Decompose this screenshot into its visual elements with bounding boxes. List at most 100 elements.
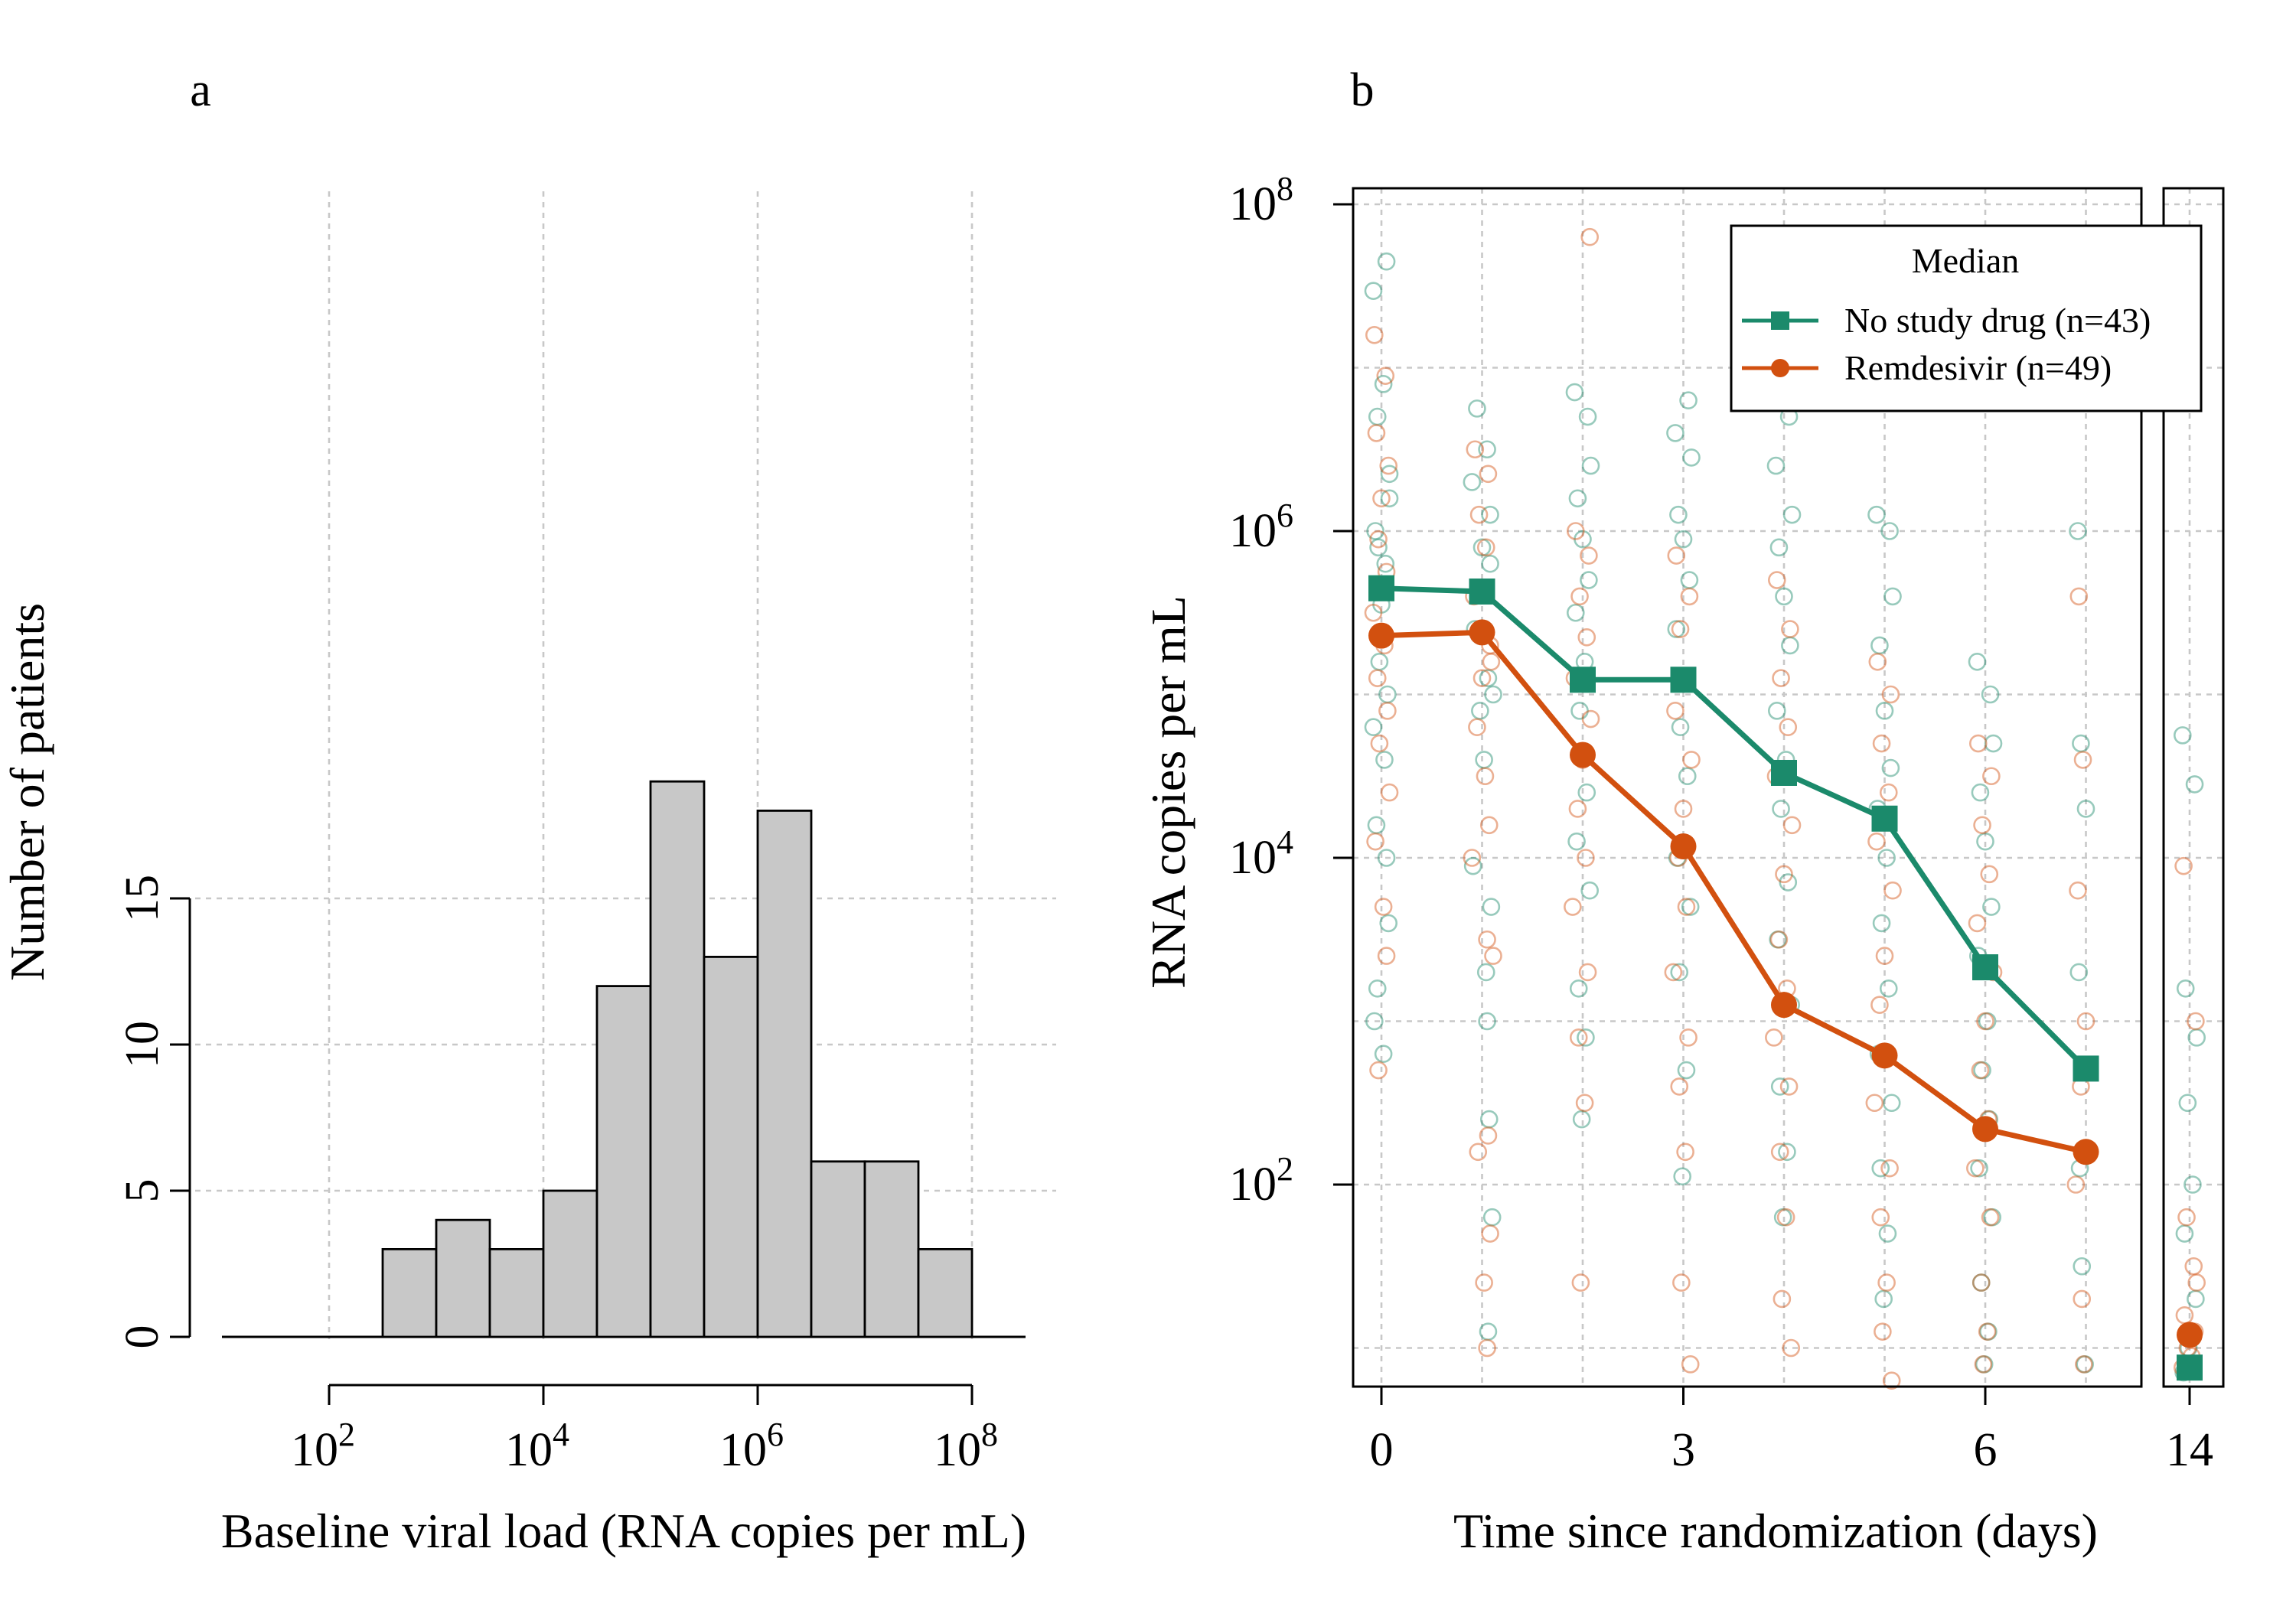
panel-b-x-tick-label: 14	[2166, 1424, 2213, 1476]
data-point-remdesivir	[1767, 571, 1786, 589]
data-point-remdesivir	[1482, 652, 1501, 671]
data-point-remdesivir	[1366, 832, 1384, 851]
histogram-bar	[595, 985, 652, 1338]
data-point-no-study-drug	[1578, 407, 1597, 426]
data-point-remdesivir	[1879, 783, 1898, 802]
data-point-remdesivir	[1476, 767, 1495, 786]
data-point-no-study-drug	[1375, 751, 1394, 769]
data-point-no-study-drug	[1567, 832, 1586, 851]
median-marker-no-study-drug	[1570, 667, 1596, 693]
data-point-remdesivir	[1881, 685, 1900, 704]
data-point-no-study-drug	[1374, 1045, 1393, 1063]
data-point-remdesivir	[2073, 751, 2092, 769]
data-point-remdesivir	[1469, 1143, 1488, 1162]
median-marker-no-study-drug	[2073, 1055, 2099, 1082]
data-point-no-study-drug	[1569, 980, 1588, 998]
data-point-no-study-drug	[1867, 505, 1886, 524]
data-point-remdesivir	[1681, 1355, 1700, 1374]
data-point-remdesivir	[1566, 522, 1585, 540]
data-point-no-study-drug	[1380, 464, 1399, 484]
panel-b-x-tick-label: 3	[1671, 1424, 1695, 1476]
data-point-remdesivir	[1883, 881, 1902, 900]
data-point-remdesivir	[1779, 1077, 1799, 1096]
panel-a-x-axis-title: Baseline viral load (RNA copies per mL)	[221, 1504, 1026, 1558]
data-point-no-study-drug	[1983, 1208, 2002, 1227]
data-point-remdesivir	[1666, 702, 1684, 720]
data-point-remdesivir	[1473, 669, 1492, 687]
data-point-no-study-drug	[1667, 620, 1686, 638]
data-point-no-study-drug	[1976, 832, 1994, 851]
median-marker-remdesivir	[1771, 992, 1797, 1019]
data-point-remdesivir	[1772, 669, 1790, 687]
data-point-no-study-drug	[1379, 914, 1398, 933]
data-point-no-study-drug	[1680, 571, 1699, 589]
data-point-remdesivir	[1479, 816, 1499, 835]
data-point-no-study-drug	[1374, 375, 1393, 393]
data-point-remdesivir	[1875, 947, 1894, 965]
data-point-remdesivir	[1571, 1273, 1590, 1292]
histogram-bar	[703, 956, 759, 1338]
median-marker-no-study-drug	[1469, 578, 1495, 605]
data-point-no-study-drug	[1677, 1061, 1696, 1080]
data-point-remdesivir	[1976, 1012, 1994, 1031]
data-point-no-study-drug	[1369, 538, 1388, 557]
data-point-no-study-drug	[1367, 816, 1386, 835]
data-point-no-study-drug	[1376, 554, 1395, 573]
data-point-no-study-drug	[1767, 702, 1786, 720]
data-point-remdesivir	[1966, 1159, 1985, 1178]
data-point-no-study-drug	[2183, 1175, 2202, 1194]
panel-b-gridlines	[1353, 188, 2223, 1387]
data-point-no-study-drug	[1978, 1012, 1997, 1031]
data-point-no-study-drug	[1368, 407, 1387, 426]
data-point-remdesivir	[1377, 947, 1396, 965]
data-point-remdesivir	[1781, 620, 1799, 638]
data-point-remdesivir	[1580, 227, 1600, 246]
median-marker-remdesivir	[1871, 1042, 1898, 1069]
data-point-no-study-drug	[1872, 914, 1891, 933]
data-point-no-study-drug	[1874, 1289, 1893, 1309]
data-point-no-study-drug	[1769, 538, 1789, 557]
data-point-remdesivir	[1581, 709, 1600, 729]
data-point-no-study-drug	[1870, 636, 1889, 655]
panel-b-axes: 102 104 106 108 0 3 6 14	[1229, 170, 2225, 1476]
data-point-remdesivir	[1577, 849, 1595, 867]
data-point-no-study-drug	[1971, 783, 1990, 802]
data-point-remdesivir	[1674, 800, 1693, 818]
panel-a-y-tick-label: 10	[116, 1021, 168, 1068]
median-marker-remdesivir	[2073, 1139, 2099, 1165]
data-point-no-study-drug	[2185, 775, 2204, 794]
data-point-remdesivir	[1877, 1273, 1896, 1292]
data-point-no-study-drug	[1471, 702, 1489, 720]
panel-b-legend: Median No study drug (n=43) Remdesivir (n=…	[1730, 224, 2203, 412]
data-point-remdesivir	[1378, 702, 1397, 720]
data-point-no-study-drug	[1766, 456, 1786, 475]
data-point-remdesivir	[1676, 1143, 1694, 1162]
panel-b-y-tick-label: 108	[1229, 170, 1293, 230]
data-point-no-study-drug	[1565, 383, 1584, 402]
histogram-bar	[488, 1248, 545, 1338]
data-point-remdesivir	[1867, 832, 1886, 851]
data-point-no-study-drug	[1568, 489, 1587, 508]
panel-b-median-lines	[1368, 575, 2203, 1381]
data-point-no-study-drug	[1772, 800, 1790, 818]
data-point-remdesivir	[1672, 1273, 1691, 1292]
histogram-bar	[917, 1248, 974, 1338]
median-marker-remdesivir	[1368, 622, 1394, 649]
median-marker-no-study-drug	[2177, 1354, 2203, 1381]
panel-b-y-tick-label: 102	[1229, 1150, 1293, 1211]
panel-a-y-axis-title: Number of patients	[0, 603, 54, 981]
data-point-remdesivir	[1782, 816, 1802, 835]
data-point-no-study-drug	[1478, 440, 1496, 459]
data-point-no-study-drug	[2076, 1355, 2094, 1374]
data-point-remdesivir	[1479, 464, 1498, 484]
data-point-remdesivir	[1978, 1322, 1997, 1341]
data-point-no-study-drug	[1577, 1028, 1595, 1047]
data-point-no-study-drug	[1481, 554, 1499, 573]
data-point-no-study-drug	[1882, 1094, 1901, 1113]
data-point-remdesivir	[1369, 530, 1388, 549]
median-marker-no-study-drug	[1871, 805, 1898, 832]
data-point-remdesivir	[1671, 620, 1690, 638]
data-point-remdesivir	[1580, 546, 1598, 565]
panel-a-y-tick-label: 15	[116, 875, 168, 922]
